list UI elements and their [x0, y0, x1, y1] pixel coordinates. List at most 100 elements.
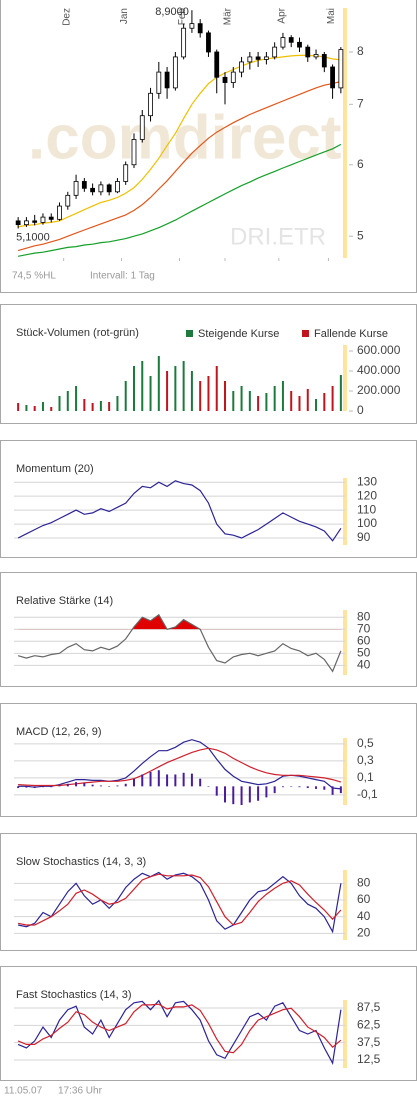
- panel-title: Stück-Volumen (rot-grün): [16, 327, 139, 339]
- candle-body: [305, 46, 311, 58]
- y-tick-label: 0: [357, 403, 364, 417]
- bar: [108, 786, 111, 787]
- bar: [199, 778, 202, 787]
- series-line: [17, 1003, 342, 1054]
- bar: [207, 786, 210, 787]
- legend-swatch: [186, 330, 193, 337]
- bar: [124, 783, 127, 787]
- candle-body: [90, 187, 96, 193]
- candle-body: [297, 41, 302, 48]
- x-tick-label: Dez: [61, 8, 72, 26]
- candle-body: [40, 216, 46, 223]
- max-label: 8,9000: [155, 6, 189, 18]
- y-tick-label: 120: [357, 488, 377, 502]
- bar: [339, 375, 342, 411]
- bar: [141, 774, 144, 787]
- panel-title: MACD (12, 26, 9): [16, 726, 102, 738]
- bar: [166, 774, 169, 787]
- candle-body: [255, 56, 261, 60]
- candle-body: [272, 46, 278, 58]
- bar: [91, 784, 94, 787]
- bar: [248, 391, 251, 411]
- bar: [17, 403, 20, 411]
- bar: [108, 402, 111, 411]
- bar: [306, 786, 309, 789]
- y-tick-label: -0,1: [357, 787, 378, 801]
- y-tick-label: 80: [357, 609, 371, 623]
- bar: [207, 376, 210, 411]
- candle-body: [288, 37, 294, 43]
- candle-body: [239, 61, 244, 73]
- bar: [83, 399, 86, 411]
- bar: [273, 386, 276, 411]
- bar: [50, 786, 53, 788]
- current-highlight: [343, 610, 347, 675]
- bar: [273, 786, 276, 794]
- bar: [124, 381, 127, 411]
- candle-body: [106, 184, 112, 193]
- y-tick-label: 8: [357, 44, 364, 58]
- x-tick-label: Jan: [119, 8, 130, 24]
- candle-body: [321, 54, 327, 68]
- bar: [331, 386, 334, 411]
- bar: [58, 785, 61, 787]
- bar: [157, 356, 160, 411]
- y-tick-label: 0,1: [357, 770, 374, 784]
- bar: [75, 782, 78, 787]
- series-line: [17, 80, 342, 252]
- series-line: [18, 747, 342, 787]
- bar: [306, 389, 309, 411]
- candle-body: [181, 27, 187, 58]
- bar: [99, 401, 102, 411]
- candle-body: [230, 71, 236, 83]
- bar: [224, 786, 227, 803]
- candle-body: [222, 76, 228, 83]
- candle-body: [148, 92, 153, 117]
- current-highlight: [343, 8, 347, 258]
- bar: [215, 786, 218, 796]
- series-line: [17, 871, 342, 934]
- panel-title: Slow Stochastics (14, 3, 3): [16, 856, 146, 868]
- bar: [232, 391, 235, 411]
- bar: [248, 786, 251, 803]
- series-line: [17, 143, 342, 257]
- bar: [182, 361, 185, 411]
- series-line: [17, 480, 342, 542]
- y-tick-label: 110: [357, 502, 376, 516]
- series-line: [17, 613, 342, 673]
- y-tick-label: 87,5: [357, 1000, 381, 1014]
- bar: [331, 786, 334, 795]
- candle-body: [98, 184, 104, 193]
- candle-body: [330, 66, 335, 89]
- bar: [58, 396, 61, 411]
- bar: [25, 786, 28, 788]
- bar: [99, 785, 102, 787]
- y-tick-label: 90: [357, 530, 371, 544]
- footer-time: 17:36 Uhr: [58, 1086, 103, 1097]
- bar: [281, 786, 284, 788]
- y-tick-label: 70: [357, 621, 371, 635]
- bar: [298, 786, 301, 788]
- bar: [190, 773, 193, 787]
- candle-body: [214, 51, 220, 78]
- bar: [132, 366, 135, 411]
- bar: [25, 405, 28, 411]
- bar: [265, 393, 268, 411]
- footer-date: 11.05.07: [4, 1086, 43, 1097]
- overbought-fill: [18, 614, 341, 630]
- bar: [33, 406, 36, 411]
- series-line: [18, 739, 341, 790]
- y-tick-label: 100: [357, 516, 377, 530]
- bar: [116, 785, 119, 787]
- bar: [149, 376, 152, 411]
- candle-body: [81, 181, 87, 189]
- panel-title: Momentum (20): [16, 463, 94, 475]
- candle-body: [32, 220, 38, 223]
- series-line: [17, 999, 342, 1065]
- series-line: [17, 54, 341, 228]
- bar: [75, 386, 78, 411]
- y-tick-label: 50: [357, 646, 371, 660]
- bar: [166, 371, 169, 411]
- y-tick-label: 37,5: [357, 1035, 381, 1049]
